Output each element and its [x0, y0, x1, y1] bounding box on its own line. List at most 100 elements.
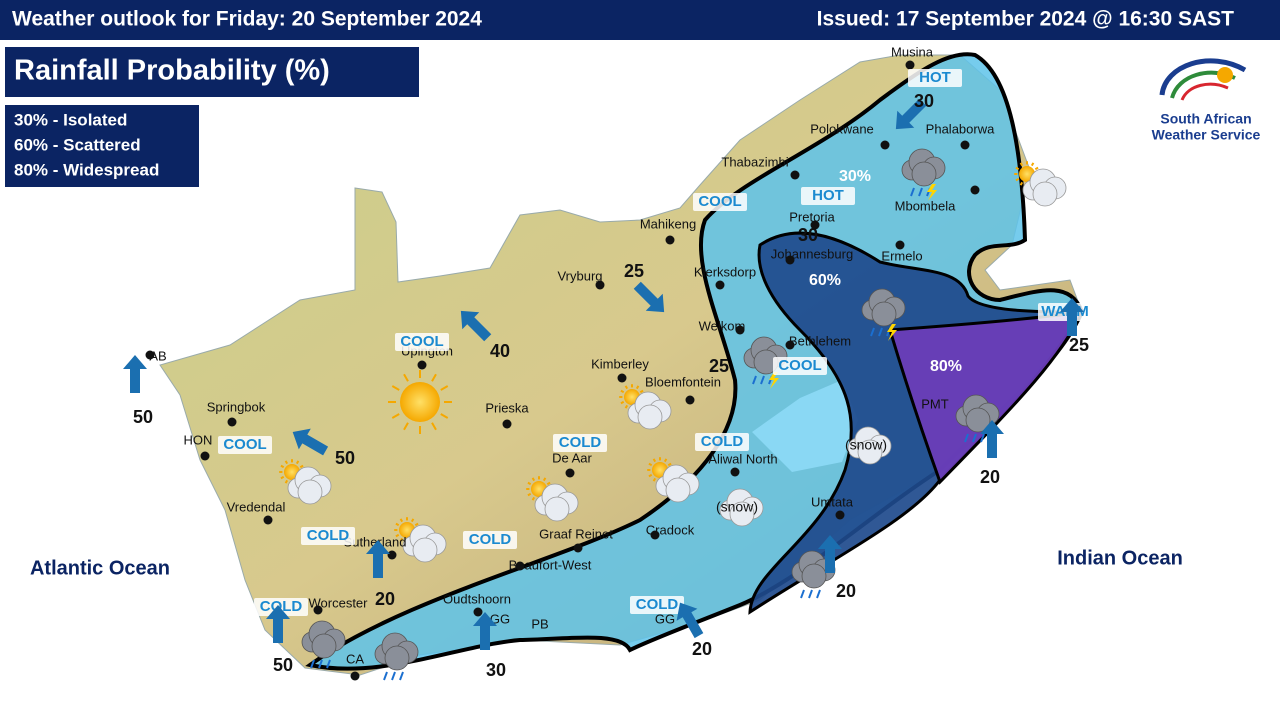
sun-ray — [542, 477, 547, 482]
wind-arrow — [633, 281, 665, 313]
city-label: Worcester — [309, 595, 369, 610]
rain-drop — [310, 659, 315, 669]
temperature-label: COOL — [223, 436, 266, 453]
temp-label-bg — [630, 596, 684, 614]
wind-arrow — [895, 98, 927, 130]
city-label: AB — [149, 348, 166, 363]
sun-ray — [1034, 166, 1039, 171]
cloud-icon — [791, 550, 836, 599]
legend-box — [3, 103, 201, 189]
rain-drop — [972, 433, 977, 443]
zone-label: 30% — [839, 168, 871, 185]
sun-ray — [399, 537, 404, 542]
temp-label-bg — [773, 357, 827, 375]
cloud-icon — [861, 288, 906, 341]
sun-ray — [531, 496, 536, 501]
cloud-part — [412, 537, 438, 563]
city-label: De Aar — [552, 450, 592, 465]
cloud-part — [311, 633, 337, 659]
cloud-icon — [374, 632, 419, 681]
sun-ray — [410, 518, 415, 523]
sun-ray — [395, 533, 400, 538]
legend-item: 60% - Scattered — [14, 135, 141, 154]
city-label: Beaufort-West — [509, 557, 592, 572]
rain-drop — [964, 433, 969, 443]
cloud-part — [637, 404, 663, 430]
city-dot — [565, 468, 575, 478]
city-dot — [685, 395, 695, 405]
wind-speed: 20 — [836, 581, 856, 601]
wind-speed: 40 — [490, 341, 510, 361]
cloud-icon — [534, 483, 579, 522]
city-dot — [617, 373, 627, 383]
cloud-part — [297, 479, 323, 505]
cloud-icon — [1022, 168, 1067, 207]
city-dot — [730, 467, 740, 477]
zone-label: 60% — [809, 272, 841, 289]
city-label: Klerksdorp — [694, 264, 756, 279]
city-label: Sutherland — [344, 534, 407, 549]
city-dot — [810, 220, 820, 230]
lightning — [887, 324, 897, 341]
sun-ray — [635, 385, 640, 390]
sun-ray — [395, 522, 400, 527]
wind-arrow — [460, 310, 492, 342]
sun-ray — [299, 464, 304, 469]
weather-note: (snow) — [845, 437, 887, 453]
temp-label-bg — [908, 69, 962, 87]
sun-ray — [1030, 162, 1035, 167]
legend-item: 30% - Isolated — [14, 110, 127, 129]
cloud-part — [1032, 181, 1058, 207]
logo-arc — [1180, 82, 1229, 101]
temp-label-bg — [801, 187, 855, 205]
sun-ray — [403, 373, 409, 382]
header-bar — [0, 0, 1280, 40]
panel-title: Rainfall Probability (%) — [14, 55, 330, 87]
city-dot — [665, 235, 675, 245]
sun-ray — [624, 385, 629, 390]
city-label: Aliwal North — [708, 451, 777, 466]
city-label: Vryburg — [557, 268, 602, 283]
temp-label-bg — [463, 531, 517, 549]
map-layer: 30% 60% 80% Musina Polokwane Phalaborwa Thabaz… — [123, 44, 1092, 681]
lightning — [769, 372, 779, 389]
sun-ray — [652, 477, 657, 482]
cloud-part — [384, 645, 410, 671]
city-label: Mahikeng — [640, 216, 696, 231]
city-dot — [502, 419, 512, 429]
sun-ray — [284, 479, 289, 484]
city-dot — [417, 360, 427, 370]
wind-arrow — [1060, 298, 1084, 336]
sun-ray — [620, 400, 625, 405]
city-label: CA — [346, 651, 364, 666]
city-dot — [835, 510, 845, 520]
zone-30 — [305, 52, 1085, 671]
title-panel — [3, 45, 421, 99]
wind-speed: 30 — [798, 225, 818, 245]
sun-ray — [667, 462, 672, 467]
weather-note: (snow) — [716, 499, 758, 515]
city-label: Thabazimbi — [721, 154, 788, 169]
cloud-icon — [655, 464, 700, 503]
cloud-icon — [901, 148, 946, 201]
city-label: Polokwane — [810, 121, 874, 136]
wind-speed: 50 — [273, 655, 293, 675]
cloud-icon — [719, 488, 764, 527]
city-label: Ermelo — [881, 248, 922, 263]
sun — [400, 382, 440, 422]
city-label: PMT — [921, 396, 949, 411]
city-dot — [880, 140, 890, 150]
cloud-part — [801, 563, 827, 589]
sun-ray — [648, 462, 653, 467]
city-dot — [735, 325, 745, 335]
cloud-part — [965, 407, 991, 433]
sun-ray — [295, 460, 300, 465]
city-label: Bloemfontein — [645, 374, 721, 389]
city-dot — [715, 280, 725, 290]
legend-item: 80% - Widespread — [14, 160, 159, 179]
city-label: PB — [531, 616, 548, 631]
sun-ray — [663, 458, 668, 463]
cloud-part — [665, 477, 691, 503]
header-title: Weather outlook for Friday: 20 September… — [12, 8, 482, 31]
wind-arrow — [980, 420, 1004, 458]
